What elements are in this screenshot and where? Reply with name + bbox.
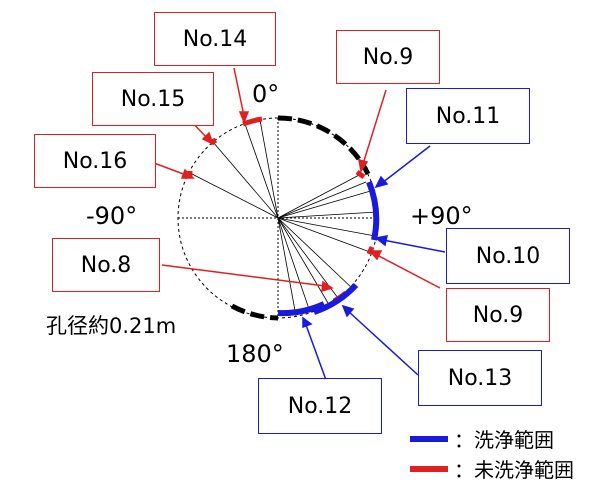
label-no16: No.16 — [34, 134, 156, 188]
cleaned-leaders — [302, 145, 446, 381]
uncleaned-leaders — [145, 67, 441, 293]
angle-0-label: 0° — [252, 80, 280, 108]
uncleaned-segments — [187, 116, 375, 304]
radial-rays — [191, 119, 378, 317]
label-no12: No.12 — [258, 378, 382, 434]
label-no11: No.11 — [406, 88, 530, 144]
angle-180-label: 180° — [226, 340, 284, 368]
label-no10: No.10 — [446, 228, 570, 284]
legend-uncleaned-swatch — [410, 465, 448, 472]
legend-cleaned: ：洗浄範囲 — [410, 424, 554, 453]
label-no9-lower: No.9 — [446, 288, 550, 342]
cleaned-segments — [277, 180, 380, 317]
angle-minus90-label: -90° — [86, 202, 138, 230]
label-no15: No.15 — [92, 72, 214, 126]
legend-cleaned-swatch — [410, 435, 448, 442]
label-no8: No.8 — [52, 238, 160, 292]
rough-arc-top-right — [277, 115, 371, 176]
label-no13: No.13 — [418, 350, 542, 406]
legend-cleaned-label: ：洗浄範囲 — [454, 428, 554, 452]
legend-uncleaned-label: ：未洗浄範囲 — [454, 458, 574, 482]
rough-arc-bottom — [230, 303, 279, 321]
label-no9-upper: No.9 — [336, 30, 440, 84]
legend-uncleaned: ：未洗浄範囲 — [410, 454, 574, 483]
angle-plus90-label: +90° — [410, 202, 473, 230]
label-no14: No.14 — [154, 12, 276, 66]
hole-diameter-note: 孔径約0.21m — [46, 314, 177, 338]
